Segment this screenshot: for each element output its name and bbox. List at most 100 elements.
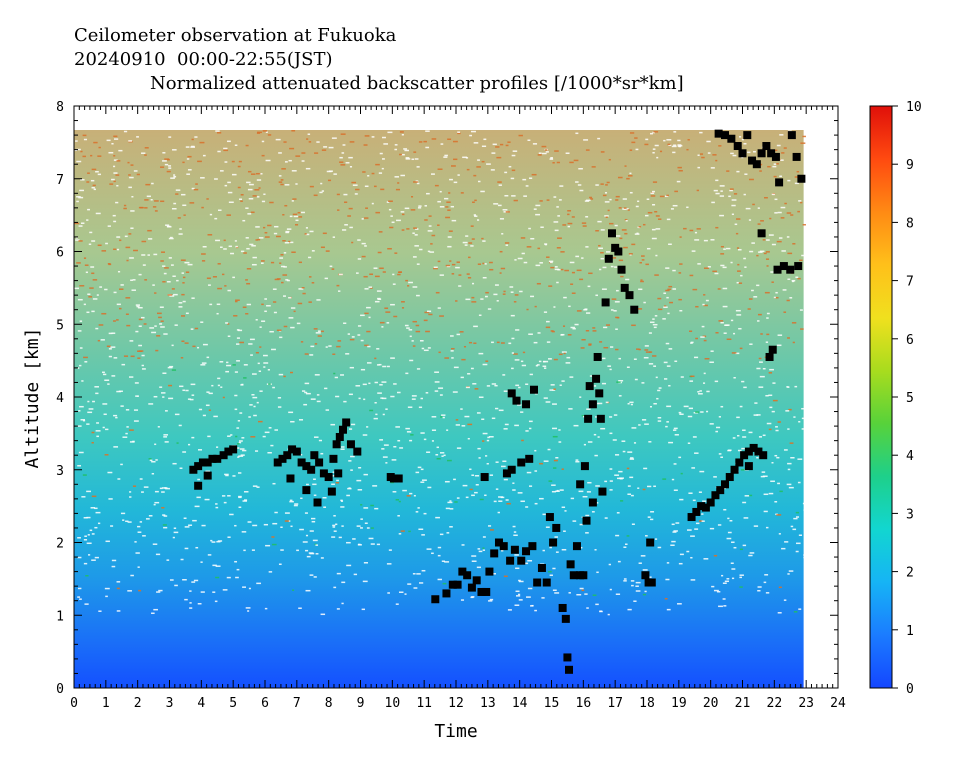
speckle [435, 516, 440, 519]
speckle [652, 190, 655, 193]
speckle [167, 158, 170, 161]
x-tick-label: 5 [229, 696, 237, 711]
speckle [373, 267, 378, 269]
cloud-base-point [697, 502, 706, 511]
speckle [634, 137, 638, 139]
speckle [585, 329, 590, 332]
speckle [500, 465, 506, 468]
speckle [573, 424, 579, 427]
speckle [349, 226, 353, 229]
speckle [731, 204, 736, 207]
speckle [799, 259, 803, 262]
speckle [259, 326, 262, 328]
speckle [689, 380, 694, 382]
cloud-base-points [189, 129, 806, 674]
speckle [579, 396, 582, 398]
speckle [564, 510, 567, 512]
speckle [474, 475, 480, 477]
speckle [295, 183, 298, 185]
speckle [191, 297, 195, 299]
speckle [613, 310, 617, 312]
cloud-base-point [765, 352, 774, 361]
speckle [444, 561, 450, 563]
speckle [726, 578, 730, 580]
speckle [428, 313, 433, 316]
speckle [215, 130, 220, 132]
speckle [798, 421, 801, 423]
speckle [571, 292, 576, 294]
speckle [795, 516, 800, 518]
speckle [94, 526, 98, 529]
speckle [161, 392, 166, 394]
speckle [323, 146, 328, 148]
speckle [238, 472, 242, 474]
speckle [281, 168, 286, 170]
speckle [88, 408, 94, 410]
speckle [715, 332, 719, 334]
speckle [113, 291, 117, 294]
speckle [672, 204, 678, 207]
y-tick-label: 1 [56, 609, 64, 624]
speckle [211, 384, 214, 387]
speckle [582, 495, 588, 498]
speckle [777, 482, 780, 485]
speckle [766, 317, 769, 319]
speckle [694, 239, 700, 241]
cloud-base-point [752, 160, 761, 169]
speckle [116, 248, 120, 251]
speckle [175, 189, 181, 191]
speckle [527, 139, 531, 142]
speckle [264, 231, 268, 234]
speckle [538, 360, 542, 363]
speckle [549, 546, 552, 549]
speckle [679, 413, 684, 416]
speckle [298, 419, 304, 421]
speckle [189, 607, 193, 609]
speckle [256, 196, 260, 198]
speckle [347, 333, 351, 335]
speckle [130, 574, 134, 577]
speckle [478, 457, 481, 459]
speckle [507, 141, 511, 143]
speckle [135, 304, 140, 306]
speckle [304, 353, 309, 355]
speckle [238, 506, 242, 509]
speckle [592, 327, 596, 329]
speckle [125, 313, 129, 316]
speckle [360, 314, 365, 317]
speckle [650, 195, 656, 197]
speckle [412, 286, 418, 288]
speckle [162, 396, 165, 398]
speckle [336, 345, 341, 348]
speckle [108, 332, 113, 335]
speckle [766, 333, 770, 336]
speckle [703, 294, 706, 296]
speckle [614, 301, 620, 303]
speckle [305, 392, 311, 395]
speckle [712, 270, 717, 273]
speckle [247, 170, 252, 173]
speckle [350, 469, 353, 471]
speckle [232, 364, 236, 366]
speckle [726, 247, 731, 250]
speckle [79, 320, 83, 322]
speckle [418, 141, 423, 143]
speckle [698, 393, 703, 395]
speckle [474, 215, 478, 217]
speckle [553, 221, 559, 223]
speckle [703, 267, 709, 269]
speckle [142, 535, 146, 537]
speckle [670, 208, 674, 210]
speckle [74, 287, 80, 290]
speckle [638, 424, 641, 426]
speckle [739, 347, 743, 350]
cloud-base-point [762, 142, 771, 151]
speckle [447, 236, 452, 238]
speckle [401, 307, 405, 309]
speckle [440, 416, 443, 418]
speckle [631, 243, 636, 246]
speckle [477, 180, 481, 183]
speckle [615, 235, 621, 237]
speckle [443, 156, 448, 158]
speckle [553, 358, 558, 361]
